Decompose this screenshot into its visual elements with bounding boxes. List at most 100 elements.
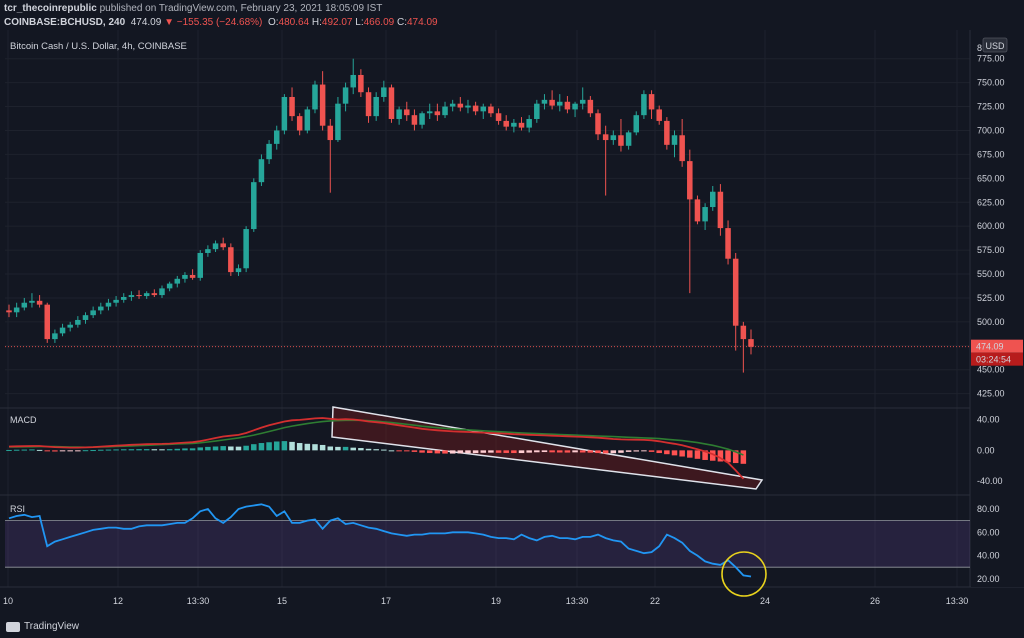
macd-histogram-bar bbox=[511, 450, 517, 454]
candle-body bbox=[6, 310, 12, 313]
candle-body bbox=[702, 207, 708, 222]
candle-body bbox=[258, 159, 265, 183]
rsi-line-layer bbox=[8, 503, 752, 578]
tradingview-logo[interactable]: TradingView bbox=[6, 621, 79, 632]
macd-histogram-bar bbox=[105, 449, 112, 451]
time-tick-label: 22 bbox=[650, 596, 660, 606]
price-tick-label: 750.00 bbox=[977, 78, 1005, 88]
currency-badge[interactable]: USD bbox=[982, 37, 1008, 53]
macd-histogram-bar bbox=[151, 449, 158, 451]
macd-histogram-bar bbox=[404, 450, 410, 452]
candle-body bbox=[709, 191, 716, 208]
candle-body bbox=[465, 105, 471, 108]
price-tick-label: 450.00 bbox=[977, 365, 1005, 375]
grid-lines bbox=[0, 30, 1024, 588]
price-axis-top-clip: 8 bbox=[977, 43, 982, 53]
macd-histogram-bar bbox=[75, 450, 81, 452]
macd-histogram-bar bbox=[388, 450, 395, 452]
macd-histogram-bar bbox=[365, 448, 372, 451]
macd-histogram-bar bbox=[694, 450, 701, 459]
macd-histogram-bar bbox=[289, 441, 295, 451]
time-tick-label: 19 bbox=[491, 596, 501, 606]
candle-body bbox=[740, 325, 747, 340]
time-tick-label: 13:30 bbox=[187, 596, 210, 606]
chart-canvas[interactable]: 425.00450.00475.00500.00525.00550.00575.… bbox=[0, 30, 1024, 617]
macd-signal-line bbox=[9, 419, 744, 456]
candle-body bbox=[625, 132, 632, 146]
candle-body bbox=[266, 143, 272, 160]
author-name[interactable]: tcr_thecoinrepublic bbox=[4, 3, 97, 14]
candle-body bbox=[541, 99, 548, 104]
candle-body bbox=[189, 274, 196, 278]
candle-body bbox=[526, 118, 532, 128]
candle-body bbox=[518, 122, 525, 128]
open-value: 480.64 bbox=[278, 17, 310, 28]
last-price-tag-text: 474.09 bbox=[976, 342, 1004, 352]
macd-histogram-bar bbox=[664, 450, 670, 455]
candle-body bbox=[633, 115, 640, 133]
macd-histogram-bar bbox=[52, 450, 58, 452]
macd-histogram-bar bbox=[182, 448, 188, 451]
candle-body bbox=[511, 122, 517, 127]
candle-body bbox=[44, 304, 51, 340]
candle-body bbox=[419, 113, 425, 125]
y-axis[interactable]: 425.00450.00475.00500.00525.00550.00575.… bbox=[971, 30, 1024, 587]
candle-body bbox=[342, 87, 349, 104]
time-tick-label: 24 bbox=[760, 596, 770, 606]
price-tick-label: 650.00 bbox=[977, 173, 1005, 183]
current-price: 474.09 bbox=[130, 17, 162, 28]
macd-histogram-bar bbox=[633, 450, 640, 452]
candle-body bbox=[205, 249, 211, 253]
macd-histogram-bar bbox=[6, 449, 12, 451]
macd-histogram-bar bbox=[113, 449, 119, 451]
candle-body bbox=[671, 135, 678, 145]
macd-histogram bbox=[6, 441, 747, 464]
candle-body bbox=[694, 199, 701, 222]
candle-body bbox=[648, 94, 655, 110]
price-chart-title: Bitcoin Cash / U.S. Dollar, 4h, COINBASE bbox=[10, 41, 187, 52]
tradingview-logo-icon bbox=[6, 621, 20, 632]
candle-body bbox=[13, 307, 20, 313]
macd-histogram-bar bbox=[228, 446, 234, 451]
macd-histogram-bar bbox=[679, 450, 685, 457]
x-axis[interactable]: 10 12 13:30 15 17 19 13:30 22 24 26 13:30 bbox=[3, 596, 968, 606]
publication-header: tcr_thecoinrepublic published on Trading… bbox=[0, 0, 1024, 30]
macd-histogram-bar bbox=[21, 449, 28, 451]
candle-body bbox=[197, 252, 203, 278]
time-tick-label: 10 bbox=[3, 596, 13, 606]
time-tick-label: 26 bbox=[870, 596, 880, 606]
macd-histogram-bar bbox=[90, 450, 96, 452]
macd-histogram-bar bbox=[709, 450, 716, 461]
candle-body bbox=[457, 103, 464, 108]
candle-body bbox=[426, 111, 433, 114]
candle-body bbox=[235, 268, 242, 273]
rsi-line bbox=[8, 503, 752, 578]
macd-histogram-bar bbox=[725, 450, 731, 463]
candle-body bbox=[587, 99, 594, 114]
macd-histogram-bar bbox=[159, 449, 165, 451]
countdown-tag-bg bbox=[971, 352, 1023, 366]
macd-histogram-bar bbox=[419, 450, 425, 453]
macd-histogram-bar bbox=[587, 450, 594, 453]
y-axis-background bbox=[971, 30, 1024, 587]
candle-body bbox=[602, 134, 609, 141]
currency-badge-text: USD bbox=[985, 41, 1005, 51]
macd-histogram-bar bbox=[595, 450, 601, 454]
rsi-tick-label: 80.00 bbox=[977, 504, 1000, 514]
macd-histogram-bar bbox=[205, 446, 211, 451]
candle-body bbox=[289, 96, 295, 117]
candle-body bbox=[732, 258, 739, 326]
macd-histogram-bar bbox=[327, 446, 334, 451]
candle-body bbox=[251, 182, 257, 230]
candle-body bbox=[488, 106, 494, 114]
price-tick-label: 675.00 bbox=[977, 149, 1005, 159]
candle-body bbox=[610, 135, 617, 141]
price-change: −155.35 (−24.68%) bbox=[176, 17, 263, 28]
rsi-highlight-circle bbox=[721, 551, 767, 597]
macd-histogram-bar bbox=[702, 450, 708, 460]
tradingview-brand: TradingView bbox=[24, 621, 80, 632]
candle-body bbox=[113, 299, 119, 303]
candle-body bbox=[36, 300, 43, 305]
candle-body bbox=[52, 333, 58, 340]
macd-histogram-bar bbox=[143, 449, 150, 451]
